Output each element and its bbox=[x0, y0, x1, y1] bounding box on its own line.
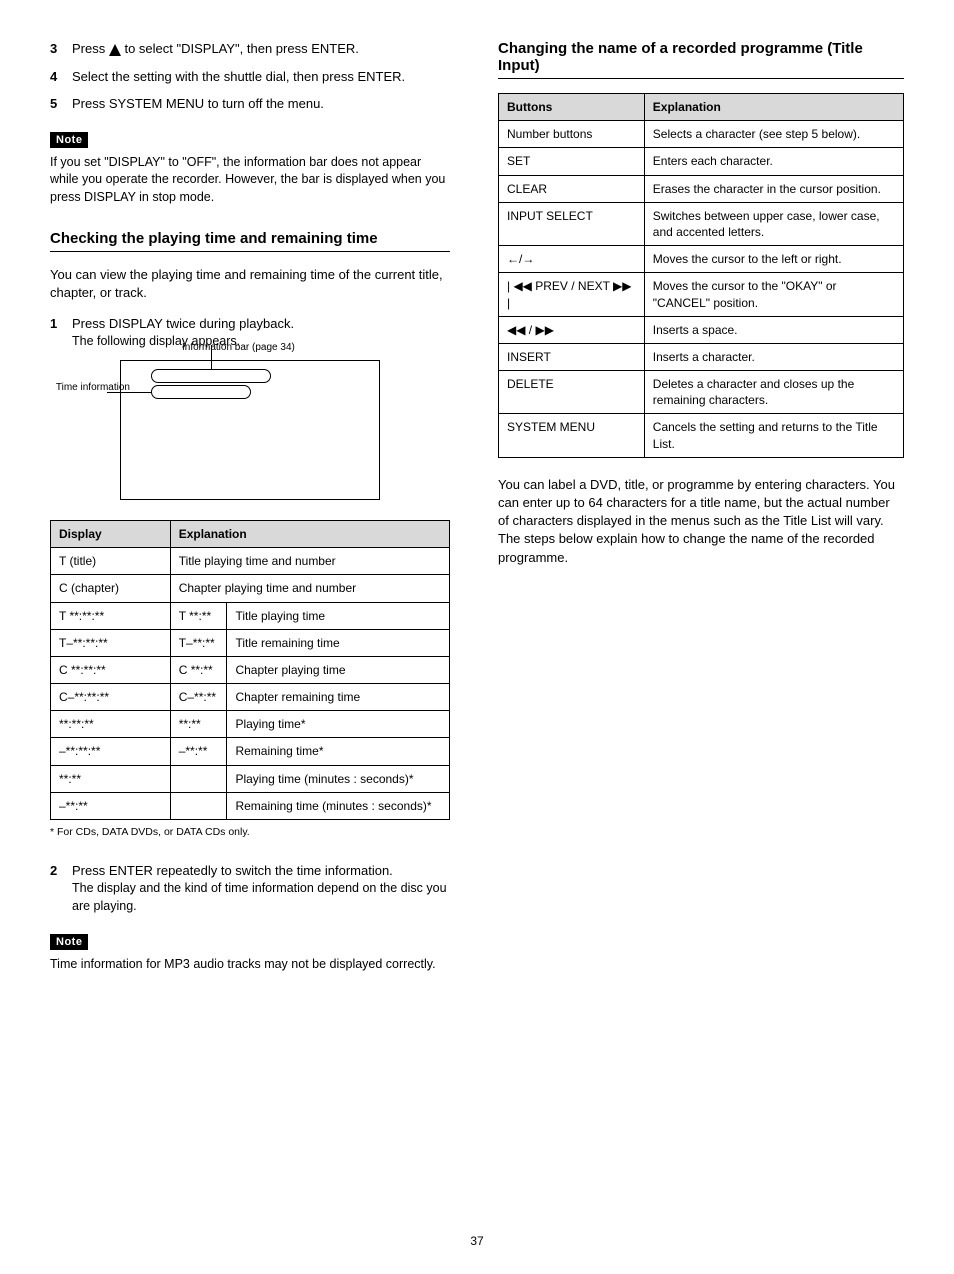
table-header: Explanation bbox=[644, 94, 903, 121]
table-row: –**:**:** –**:** Remaining time* bbox=[51, 738, 450, 765]
time-display-table: Display Explanation T (title) Title play… bbox=[50, 520, 450, 820]
table-header-row: Buttons Explanation bbox=[499, 94, 904, 121]
arrow-up-icon bbox=[109, 44, 121, 56]
note-block-2: Note Time information for MP3 audio trac… bbox=[50, 933, 450, 974]
table-row: INSERTInserts a character. bbox=[499, 343, 904, 370]
step-3: 3 Press to select "DISPLAY", then press … bbox=[50, 40, 450, 58]
note-body: Time information for MP3 audio tracks ma… bbox=[50, 956, 450, 974]
section-subtitle: You can view the playing time and remain… bbox=[50, 266, 450, 302]
leader-line bbox=[107, 392, 151, 393]
table-row: ←/→Moves the cursor to the left or right… bbox=[499, 246, 904, 273]
table-row: –**:** Remaining time (minutes : seconds… bbox=[51, 792, 450, 819]
table-row: Number buttonsSelects a character (see s… bbox=[499, 121, 904, 148]
info-bar-top bbox=[151, 369, 271, 383]
step-number: 2 bbox=[50, 862, 64, 880]
step-text: Select the setting with the shuttle dial… bbox=[72, 68, 450, 86]
note-label: Note bbox=[50, 934, 88, 950]
footnote: * For CDs, DATA DVDs, or DATA CDs only. bbox=[50, 826, 450, 840]
table-row: INPUT SELECTSwitches between upper case,… bbox=[499, 202, 904, 245]
table-header: Buttons bbox=[499, 94, 645, 121]
table-header: Display bbox=[51, 520, 171, 547]
table-row: | ◀◀ PREV / NEXT ▶▶ |Moves the cursor to… bbox=[499, 273, 904, 316]
table-row: CLEARErases the character in the cursor … bbox=[499, 175, 904, 202]
step-number: 3 bbox=[50, 40, 64, 58]
step-number: 5 bbox=[50, 95, 64, 113]
right-column: Changing the name of a recorded programm… bbox=[498, 40, 904, 997]
table-row: C–**:**:** C–**:** Chapter remaining tim… bbox=[51, 684, 450, 711]
table-header-row: Display Explanation bbox=[51, 520, 450, 547]
table-row: T **:**:** T **:** Title playing time bbox=[51, 602, 450, 629]
table-row: C **:**:** C **:** Chapter playing time bbox=[51, 656, 450, 683]
table-row: **:**:** **:** Playing time* bbox=[51, 711, 450, 738]
step-number: 1 bbox=[50, 315, 64, 333]
step-4: 4 Select the setting with the shuttle di… bbox=[50, 68, 450, 86]
step-number: 4 bbox=[50, 68, 64, 86]
diagram-label-top: Information bar (page 34) bbox=[182, 342, 362, 353]
step-5: 5 Press SYSTEM MENU to turn off the menu… bbox=[50, 95, 450, 113]
table-row: SYSTEM MENUCancels the setting and retur… bbox=[499, 414, 904, 457]
table-row: T (title) Title playing time and number bbox=[51, 548, 450, 575]
step-text: Press SYSTEM MENU to turn off the menu. bbox=[72, 95, 450, 113]
leader-line bbox=[211, 345, 212, 369]
left-column: 3 Press to select "DISPLAY", then press … bbox=[50, 40, 450, 997]
tv-screen-outline bbox=[120, 360, 380, 500]
step-text: Press ENTER repeatedly to switch the tim… bbox=[72, 862, 450, 915]
step-2-enter: 2 Press ENTER repeatedly to switch the t… bbox=[50, 862, 450, 915]
table-header: Explanation bbox=[170, 520, 449, 547]
table-row: T–**:**:** T–**:** Title remaining time bbox=[51, 629, 450, 656]
section-intro: You can label a DVD, title, or programme… bbox=[498, 476, 904, 567]
table-row: DELETEDeletes a character and closes up … bbox=[499, 371, 904, 414]
buttons-table: Buttons Explanation Number buttonsSelect… bbox=[498, 93, 904, 458]
table-row: **:** Playing time (minutes : seconds)* bbox=[51, 765, 450, 792]
note-block-1: Note If you set "DISPLAY" to "OFF", the … bbox=[50, 131, 450, 207]
info-bar-bottom bbox=[151, 385, 251, 399]
page-number: 37 bbox=[0, 1234, 954, 1248]
section-title: Checking the playing time and remaining … bbox=[50, 230, 450, 252]
table-row: ◀◀ / ▶▶Inserts a space. bbox=[499, 316, 904, 343]
note-body: If you set "DISPLAY" to "OFF", the infor… bbox=[50, 154, 450, 207]
step-text: Press to select "DISPLAY", then press EN… bbox=[72, 40, 450, 58]
section-title: Changing the name of a recorded programm… bbox=[498, 40, 904, 79]
display-diagram: Information bar (page 34) Time informati… bbox=[90, 360, 410, 500]
table-row: C (chapter) Chapter playing time and num… bbox=[51, 575, 450, 602]
table-row: SETEnters each character. bbox=[499, 148, 904, 175]
note-label: Note bbox=[50, 132, 88, 148]
